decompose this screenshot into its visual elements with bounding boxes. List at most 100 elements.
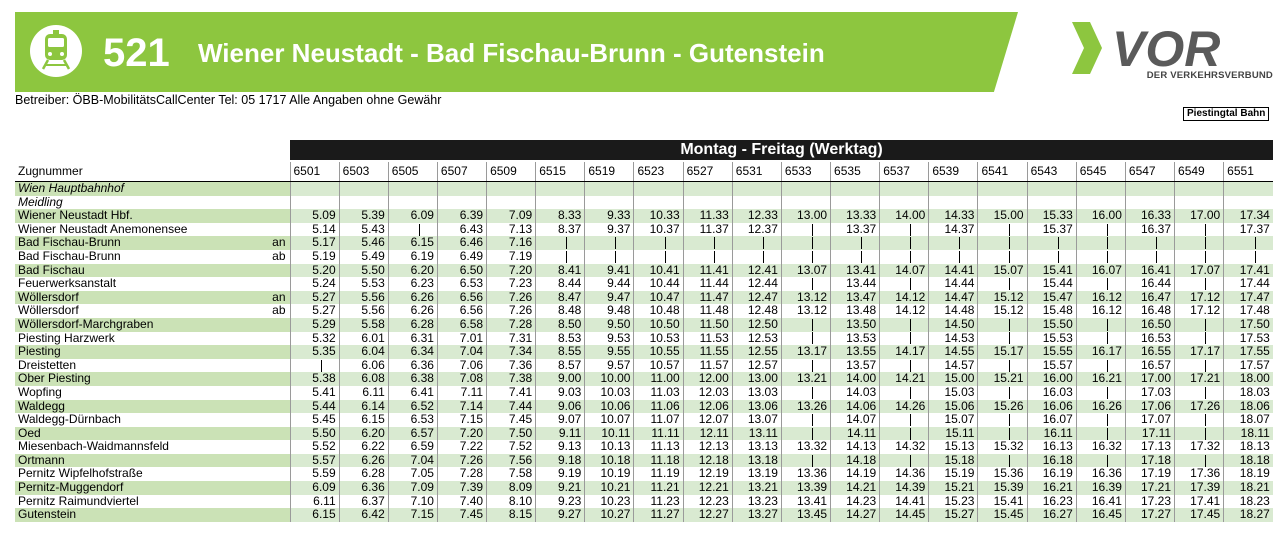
departure-time: 17.27 — [1124, 508, 1175, 522]
departure-time: 15.06 — [928, 399, 978, 414]
departure-time: 11.06 — [633, 399, 684, 414]
pass-through-mark — [731, 236, 782, 250]
stop-cell: Pernitz Wipfelhofstraße — [15, 467, 290, 482]
departure-time: 17.07 — [1124, 413, 1175, 427]
departure-time: 15.44 — [1026, 277, 1077, 291]
departure-time: 5.49 — [338, 249, 389, 264]
departure-time: 12.11 — [682, 426, 733, 441]
departure-time: 17.19 — [1124, 467, 1175, 482]
departure-time: 11.19 — [633, 467, 684, 482]
pass-through-bar — [615, 237, 617, 250]
departure-time — [1174, 195, 1224, 210]
departure-time: 18.11 — [1223, 426, 1273, 441]
departure-time: 7.15 — [387, 508, 438, 522]
departure-time: 10.53 — [633, 331, 684, 346]
departure-time: 6.14 — [338, 399, 389, 414]
stop-row: Ortmann 5.57 6.26 7.04 7.26 7.56 9.18 10.18 11.1… — [15, 453, 1273, 468]
departure-time: 15.37 — [1026, 222, 1077, 237]
departure-time: 17.34 — [1223, 209, 1273, 223]
stop-cell: Meidling — [15, 195, 290, 210]
departure-time: 6.06 — [338, 358, 389, 373]
pass-through-mark — [780, 385, 831, 400]
stop-name: Meidling — [18, 195, 63, 209]
departure-time: 7.36 — [486, 358, 536, 373]
pass-through-bar — [566, 250, 568, 263]
train-number: 6527 — [682, 162, 733, 182]
departure-time: 16.41 — [1124, 263, 1175, 278]
departure-time: 13.48 — [830, 304, 880, 318]
departure-time: 5.38 — [289, 372, 340, 386]
departure-time: 5.19 — [289, 249, 340, 264]
pass-through-mark — [1075, 222, 1126, 237]
departure-time: 9.44 — [584, 277, 634, 291]
departure-time: 12.50 — [731, 317, 782, 332]
departure-time: 13.26 — [780, 399, 831, 414]
pass-through-bar — [418, 223, 420, 236]
pass-through-mark — [977, 358, 1028, 373]
departure-time: 15.41 — [1026, 263, 1077, 278]
departure-time: 16.00 — [1026, 372, 1077, 386]
departure-time: 11.50 — [682, 317, 733, 332]
pass-through-bar — [615, 250, 617, 263]
departure-time: 14.37 — [928, 222, 978, 237]
departure-time: 13.41 — [830, 263, 880, 278]
pass-through-mark — [1174, 426, 1224, 441]
departure-time: 8.41 — [535, 263, 585, 278]
departure-time: 5.50 — [338, 263, 389, 278]
departure-time: 5.53 — [338, 277, 389, 291]
stop-name: Ober Piesting — [18, 372, 91, 386]
departure-time — [1026, 181, 1077, 196]
pass-through-bar — [1008, 277, 1010, 290]
stop-cell: Pernitz-Muggendorf — [15, 481, 290, 495]
departure-time: 16.27 — [1026, 508, 1077, 522]
pass-through-mark — [1174, 453, 1224, 468]
departure-time: 5.09 — [289, 209, 340, 223]
departure-time: 14.13 — [830, 440, 880, 454]
train-number: 6547 — [1124, 162, 1175, 182]
departure-time: 5.45 — [289, 413, 340, 427]
departure-time: 6.41 — [387, 385, 438, 400]
departure-time: 6.52 — [387, 399, 438, 414]
departure-time: 14.41 — [879, 494, 929, 509]
pass-through-mark — [1174, 222, 1224, 237]
departure-time — [1026, 195, 1077, 210]
departure-time: 7.16 — [486, 236, 536, 250]
departure-time: 17.57 — [1223, 358, 1273, 373]
departure-time — [387, 181, 438, 196]
pass-through-mark — [1124, 236, 1175, 250]
departure-time: 15.07 — [928, 413, 978, 427]
departure-time: 16.12 — [1075, 304, 1126, 318]
departure-time: 15.03 — [928, 385, 978, 400]
departure-time: 13.27 — [731, 508, 782, 522]
departure-time — [486, 195, 536, 210]
departure-time: 9.53 — [584, 331, 634, 346]
departure-time: 15.00 — [977, 209, 1028, 223]
stop-name: Pernitz-Muggendorf — [18, 481, 124, 495]
departure-time: 9.33 — [584, 209, 634, 223]
departure-time: 16.18 — [1026, 453, 1077, 468]
departure-time: 13.55 — [830, 345, 880, 359]
departure-time — [928, 181, 978, 196]
departure-time: 6.36 — [338, 481, 389, 495]
pass-through-bar — [1106, 223, 1108, 236]
pass-through-bar — [1106, 332, 1108, 345]
pass-through-mark — [1075, 317, 1126, 332]
departure-time: 13.33 — [830, 209, 880, 223]
stop-name: Bad Fischau — [18, 263, 85, 277]
pass-through-bar — [812, 454, 814, 467]
stop-cell: Waldegg — [15, 399, 290, 414]
departure-time: 7.56 — [486, 453, 536, 468]
departure-time — [633, 195, 684, 210]
departure-time: 5.27 — [289, 304, 340, 318]
departure-time: 6.37 — [338, 494, 389, 509]
departure-time: 7.58 — [486, 467, 536, 482]
stop-row: Gutenstein 6.15 6.42 7.15 7.45 8.15 9.27 10.27 1… — [15, 508, 1273, 522]
departure-time: 16.33 — [1124, 209, 1175, 223]
pass-through-bar — [1106, 250, 1108, 263]
stop-cell: Bad Fischau-Brunn an — [15, 236, 290, 250]
stop-name: Wiener Neustadt Anemonensee — [18, 222, 188, 236]
departure-time: 11.27 — [633, 508, 684, 522]
departure-time: 17.37 — [1223, 222, 1273, 237]
departure-time: 11.18 — [633, 453, 684, 468]
departure-time: 17.11 — [1124, 426, 1175, 441]
